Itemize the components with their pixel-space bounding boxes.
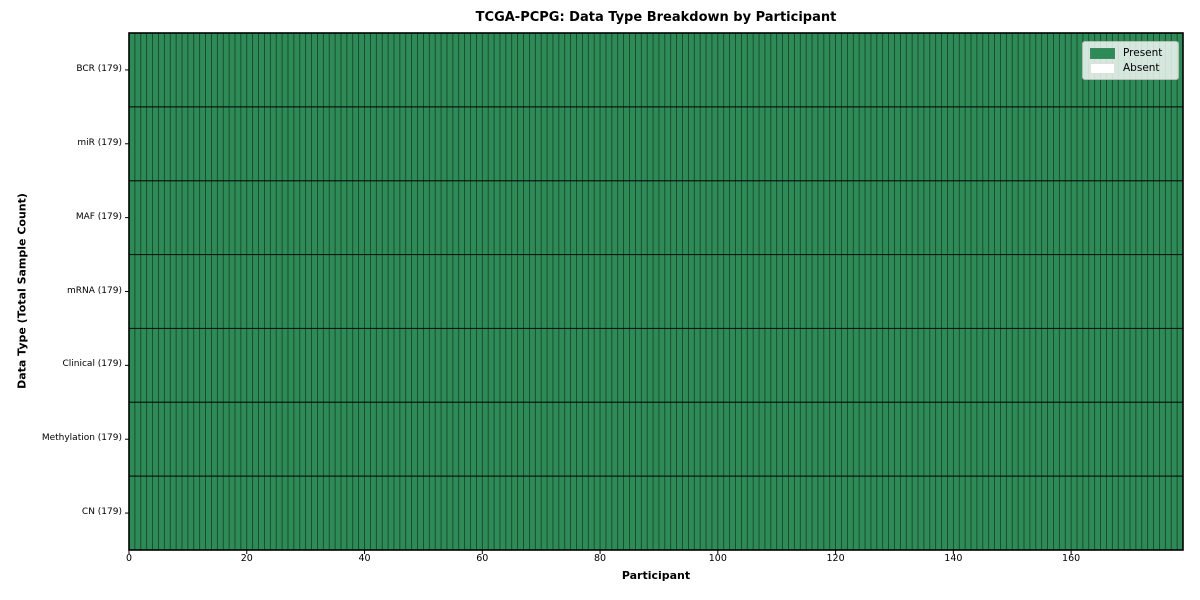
x-tick-label: 80 [594, 553, 607, 564]
legend-label-absent: Absent [1123, 62, 1160, 74]
y-tick-label: MAF (179) [75, 211, 122, 222]
y-tick-label: BCR (179) [76, 63, 122, 74]
x-tick-label: 100 [708, 553, 727, 564]
y-tick-label: mRNA (179) [67, 285, 122, 296]
x-tick-label: 20 [240, 553, 253, 564]
legend-label-present: Present [1123, 47, 1163, 59]
x-axis-label: Participant [621, 569, 691, 582]
chart-title: TCGA-PCPG: Data Type Breakdown by Partic… [475, 10, 837, 25]
x-tick-label: 120 [826, 553, 845, 564]
y-tick-label: Methylation (179) [41, 433, 122, 444]
legend-entry-present: Present [1090, 47, 1171, 59]
present-swatch-icon [1090, 47, 1115, 59]
legend-entry-absent: Absent [1090, 62, 1171, 74]
x-tick-label: 40 [358, 553, 371, 564]
x-tick-label: 140 [944, 553, 963, 564]
x-tick-label: 160 [1062, 553, 1081, 564]
x-tick-label: 60 [476, 553, 489, 564]
x-tick-label: 0 [125, 553, 133, 564]
y-tick-label: Clinical (179) [62, 359, 122, 370]
y-tick-label: miR (179) [77, 137, 122, 148]
absent-swatch-icon [1090, 62, 1115, 74]
y-tick-label: CN (179) [81, 507, 122, 518]
legend: Present Absent [1082, 41, 1179, 80]
